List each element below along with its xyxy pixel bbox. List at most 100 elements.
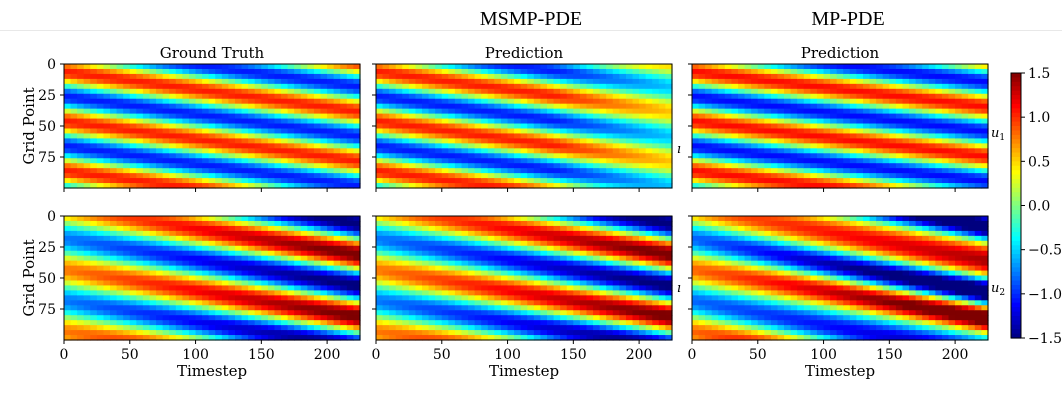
heatmap-cell <box>909 173 917 179</box>
heatmap-cell <box>560 118 568 125</box>
heatmap-cell <box>922 113 930 120</box>
heatmap-cell <box>307 68 315 75</box>
heatmap-cell <box>353 335 361 341</box>
heatmap-cell <box>136 173 144 179</box>
heatmap-cell <box>428 148 436 154</box>
heatmap-cell <box>340 113 348 120</box>
heatmap-cell <box>123 305 131 311</box>
heatmap-cell <box>136 230 144 237</box>
heatmap-cell <box>777 88 785 95</box>
heatmap-cell <box>461 103 469 110</box>
heatmap-cell <box>195 103 203 110</box>
heatmap-cell <box>639 183 647 189</box>
heatmap-cell <box>228 143 236 149</box>
heatmap-cell <box>652 178 660 184</box>
heatmap-cell <box>376 138 384 144</box>
heatmap-cell <box>468 118 476 125</box>
heatmap-cell <box>764 83 772 90</box>
heatmap-cell <box>645 113 653 120</box>
heatmap-cell <box>83 153 91 159</box>
heatmap-cell <box>639 158 647 164</box>
heatmap-cell <box>395 83 403 90</box>
heatmap-cell <box>665 118 673 125</box>
heatmap-cell <box>307 220 315 227</box>
heatmap-cell <box>652 183 660 189</box>
heatmap-cell <box>281 68 289 75</box>
heatmap-cell <box>70 235 78 242</box>
heatmap-cell <box>215 128 223 135</box>
heatmap-cell <box>313 280 322 287</box>
heatmap-cell <box>698 78 706 85</box>
heatmap-cell <box>402 123 410 130</box>
heatmap-cell <box>64 230 72 237</box>
heatmap-cell <box>149 245 157 252</box>
heatmap-cell <box>64 83 72 90</box>
heatmap-cell <box>300 300 308 306</box>
heatmap-cell <box>586 133 594 139</box>
heatmap-cell <box>448 133 456 139</box>
heatmap-cell <box>573 93 581 100</box>
heatmap-cell <box>408 153 417 159</box>
heatmap-cell <box>909 178 917 184</box>
heatmap-cell <box>136 275 144 282</box>
heatmap-cell <box>816 98 825 105</box>
heatmap-cell <box>307 230 315 237</box>
heatmap-cell <box>353 98 361 105</box>
heatmap-cell <box>738 178 746 184</box>
heatmap-cell <box>294 168 302 174</box>
x-axis-label: Timestep <box>177 362 247 380</box>
heatmap-cell <box>346 183 355 189</box>
heatmap-cell <box>751 148 759 154</box>
heatmap-cell <box>202 78 210 85</box>
heatmap-cell <box>96 315 105 321</box>
heatmap-cell <box>797 163 805 169</box>
heatmap-cell <box>228 230 236 237</box>
heatmap-cell <box>843 163 851 169</box>
heatmap-cell <box>461 310 469 316</box>
heatmap-cell <box>346 168 355 174</box>
heatmap-cell <box>652 143 660 149</box>
heatmap-cell <box>142 245 151 252</box>
heatmap-cell <box>547 133 555 139</box>
heatmap-cell <box>235 183 243 189</box>
heatmap-cell <box>175 178 183 184</box>
heatmap-cell <box>757 173 765 179</box>
heatmap-cell <box>435 98 443 105</box>
heatmap-cell <box>586 83 594 90</box>
heatmap-cell <box>221 230 230 237</box>
heatmap-cell <box>235 123 243 130</box>
heatmap-cell <box>228 64 236 70</box>
heatmap-cell <box>909 163 917 169</box>
heatmap-cell <box>395 108 403 115</box>
heatmap-cell <box>606 143 614 149</box>
heatmap-cell <box>300 153 308 159</box>
heatmap-cell <box>77 285 85 291</box>
heatmap-cell <box>70 250 78 257</box>
heatmap-cell <box>142 173 151 179</box>
heatmap-cell <box>70 138 78 144</box>
heatmap-cell <box>274 240 282 247</box>
heatmap-cell <box>514 183 522 189</box>
heatmap-cell <box>389 118 397 125</box>
heatmap-cell <box>149 285 157 291</box>
heatmap-cell <box>816 143 825 149</box>
heatmap-cell <box>254 320 262 326</box>
heatmap-cell <box>70 83 78 90</box>
heatmap-cell <box>70 93 78 100</box>
heatmap-cell <box>961 183 969 189</box>
heatmap-cell <box>658 143 667 149</box>
heatmap-cell <box>182 220 190 227</box>
heatmap-cell <box>376 143 384 149</box>
heatmap-cell <box>346 83 355 90</box>
heatmap-cell <box>481 265 489 272</box>
heatmap-cell <box>241 163 249 169</box>
heatmap-cell <box>573 98 581 105</box>
heatmap-cell <box>136 320 144 326</box>
heatmap-cell <box>770 68 779 75</box>
heatmap-cell <box>116 83 124 90</box>
heatmap-cell <box>215 93 223 100</box>
heatmap-cell <box>474 240 482 247</box>
heatmap-cell <box>149 300 157 306</box>
heatmap-cell <box>422 108 430 115</box>
heatmap-cell <box>175 235 183 242</box>
